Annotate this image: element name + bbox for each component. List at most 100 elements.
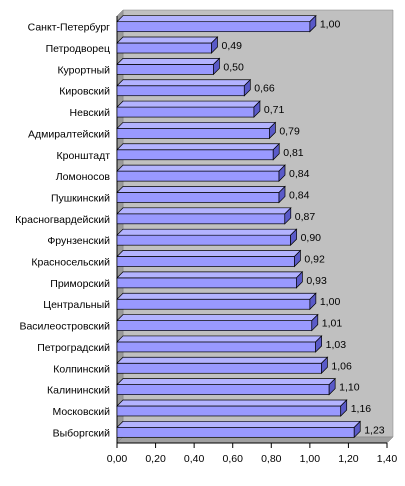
bar-top [116, 420, 362, 428]
bar [116, 14, 317, 33]
bar-top [116, 58, 221, 65]
bar [116, 36, 219, 54]
category-label: Фрунзенский [47, 235, 110, 247]
bar [116, 185, 286, 204]
value-label: 0,81 [283, 147, 304, 159]
bar-front [116, 106, 255, 118]
bar-end [340, 399, 348, 417]
bar-end [211, 36, 218, 54]
bar [116, 78, 252, 97]
bar [116, 356, 329, 375]
bar [116, 164, 286, 182]
bar-front [116, 149, 274, 161]
x-tick-label: 0,60 [222, 453, 243, 465]
value-label: 0,79 [279, 125, 300, 137]
bar-top [116, 186, 286, 193]
bar-end [309, 292, 317, 311]
category-label: Красногвардейский [15, 214, 110, 226]
category-label: Калининский [47, 385, 110, 397]
bar-front [116, 213, 286, 225]
value-label: 0,93 [306, 275, 327, 287]
category-label: Санкт-Петербург [28, 22, 111, 34]
bar-front [116, 64, 214, 75]
value-label: 0,87 [295, 211, 316, 223]
bar-front [116, 320, 313, 331]
bar-top [116, 36, 219, 44]
bar [116, 121, 277, 140]
value-label: 1,16 [351, 403, 372, 415]
bar-end [253, 100, 261, 118]
bar-top [116, 15, 317, 23]
bar-top [116, 292, 317, 300]
bar-end [278, 164, 286, 182]
chart-walls [116, 9, 394, 444]
bar-top [116, 314, 319, 321]
category-label: Приморский [50, 278, 110, 290]
category-label: Петроградский [37, 342, 110, 354]
bar-end [328, 377, 336, 396]
bar-top [116, 335, 323, 343]
bar-end [309, 14, 317, 33]
category-label: Кировский [59, 86, 110, 98]
bar [116, 57, 221, 76]
bar [116, 142, 281, 161]
bar [116, 249, 302, 268]
bar [116, 420, 362, 439]
bar-top [116, 100, 261, 108]
x-tick-label: 0,00 [107, 453, 128, 465]
bar [116, 313, 319, 332]
bar [116, 399, 348, 417]
floor [116, 436, 394, 444]
bar-top [116, 378, 336, 385]
category-label: Московский [52, 406, 110, 418]
bar-end [243, 78, 251, 97]
bar-front [116, 128, 270, 139]
bar-front [116, 405, 342, 417]
category-label: Ломоносов [56, 171, 111, 183]
value-label: 0,84 [289, 168, 310, 180]
bar-end [290, 228, 297, 247]
bar-end [284, 206, 292, 225]
bar-top [116, 122, 277, 129]
category-label: Центральный [43, 299, 110, 311]
bar-front [116, 256, 295, 267]
x-tick-label: 0,80 [261, 453, 282, 465]
x-tick-label: 0,40 [184, 453, 205, 465]
value-label: 0,90 [301, 232, 322, 244]
category-label: Василеостровский [19, 321, 110, 333]
category-label: Выборгский [53, 427, 111, 439]
bar-front [116, 426, 355, 438]
value-label: 1,00 [320, 19, 341, 31]
bar-front [116, 170, 280, 182]
value-label: 0,50 [223, 61, 244, 73]
value-label: 0,71 [264, 104, 285, 116]
value-label: 1,03 [326, 339, 347, 351]
bar [116, 377, 336, 396]
value-label: 1,10 [339, 382, 360, 394]
category-label: Курортный [57, 64, 110, 76]
bar-top [116, 143, 281, 151]
bar-top [116, 250, 302, 257]
bar [116, 292, 317, 311]
bars-group [116, 14, 362, 439]
category-label: Красносельский [31, 257, 110, 269]
bar-end [294, 249, 301, 268]
bar-end [321, 356, 328, 375]
value-label: 1,23 [364, 424, 385, 436]
bar-top [116, 271, 304, 279]
category-label: Пушкинский [51, 192, 110, 204]
bar-top [116, 164, 286, 172]
value-label: 0,92 [304, 254, 325, 266]
bar-front [116, 42, 212, 54]
bar [116, 206, 292, 225]
bar-front [116, 234, 291, 246]
value-label: 1,01 [322, 318, 343, 330]
category-label: Кронштадт [57, 150, 111, 162]
bar-front [116, 384, 330, 395]
category-label: Колпинский [53, 363, 110, 375]
bar-end [311, 313, 319, 332]
bar [116, 271, 304, 289]
bar-front [116, 298, 311, 310]
